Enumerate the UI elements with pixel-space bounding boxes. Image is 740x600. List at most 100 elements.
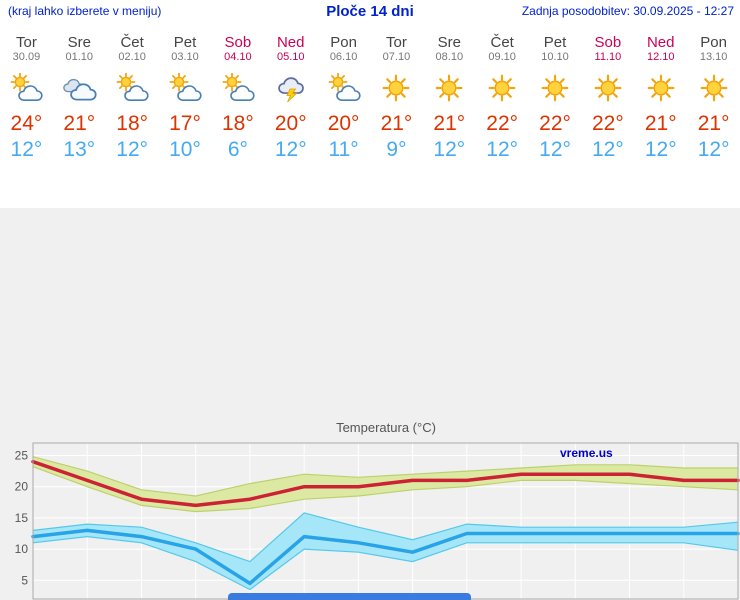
day-date: 08.10	[435, 51, 464, 63]
temp-max: 20°	[274, 112, 307, 135]
day-name: Ned	[646, 34, 675, 51]
temp-min: 6°	[227, 138, 248, 161]
day-date: 01.10	[65, 51, 94, 63]
bottom-banner[interactable]	[228, 593, 471, 600]
weather-icon-sunny	[529, 72, 582, 104]
weather-icon-sunny	[423, 72, 476, 104]
svg-text:5: 5	[21, 573, 28, 587]
day-column: Pet 03.10 17° 10°	[159, 34, 212, 162]
temp-min: 12°	[10, 138, 43, 161]
weather-icon-partly-cloudy	[106, 72, 159, 104]
temp-max: 20°	[327, 112, 360, 135]
day-date: 05.10	[276, 51, 305, 63]
temp-min: 12°	[697, 138, 730, 161]
day-column: Tor 30.09 24° 12°	[0, 34, 53, 162]
day-name: Sre	[67, 34, 91, 51]
day-name: Ned	[276, 34, 305, 51]
day-date: 30.09	[12, 51, 41, 63]
temp-min: 13°	[63, 138, 96, 161]
weather-icon-sunny	[634, 72, 687, 104]
day-date: 04.10	[224, 51, 252, 63]
page-title: Ploče 14 dni	[326, 3, 414, 20]
day-name: Pet	[543, 34, 567, 51]
day-date: 10.10	[541, 51, 569, 63]
temp-max: 21°	[433, 112, 466, 135]
weather-icon-sunny	[687, 72, 740, 104]
day-name: Čet	[490, 34, 514, 51]
day-column: Pon 06.10 20° 11°	[317, 34, 370, 162]
temp-max: 21°	[697, 112, 730, 135]
day-name: Tor	[386, 34, 407, 51]
temp-min: 12°	[116, 138, 149, 161]
day-column: Čet 09.10 22° 12°	[476, 34, 529, 162]
day-date: 02.10	[118, 51, 146, 63]
day-name: Sob	[594, 34, 622, 51]
svg-text:10: 10	[15, 542, 29, 556]
day-date: 07.10	[382, 51, 411, 63]
day-name: Sob	[224, 34, 252, 51]
temp-min: 12°	[644, 138, 677, 161]
tmin-line	[31, 528, 740, 586]
vreme-us-watermark[interactable]: vreme.us	[560, 446, 613, 460]
day-date: 06.10	[329, 51, 358, 63]
svg-text:15: 15	[15, 511, 29, 525]
weather-icon-partly-cloudy	[317, 72, 370, 104]
temp-min: 12°	[486, 138, 519, 161]
weather-icon-sunny	[476, 72, 529, 104]
temp-max: 17°	[169, 112, 201, 135]
temp-min: 12°	[433, 138, 466, 161]
weather-icon-thunderstorm	[264, 72, 317, 104]
day-name: Pon	[330, 34, 357, 51]
temp-min: 12°	[592, 138, 624, 161]
temp-max: 18°	[221, 112, 254, 135]
weather-icon-partly-cloudy	[159, 72, 212, 104]
temp-min: 12°	[274, 138, 307, 161]
weather-icon-sunny	[370, 72, 423, 104]
weather-icon-partly-cloudy	[211, 72, 264, 104]
temp-max: 18°	[116, 112, 149, 135]
svg-text:25: 25	[15, 449, 29, 463]
temp-min: 9°	[386, 138, 407, 161]
temp-min: 11°	[328, 138, 359, 161]
temperature-chart: Temperatura (°C) 5 10 15 20 25 vreme.us	[0, 418, 740, 600]
last-updated: Zadnja posodobitev: 30.09.2025 - 12:27	[521, 4, 734, 18]
temp-max: 22°	[539, 112, 571, 135]
day-column: Ned 05.10 20° 12°	[264, 34, 317, 162]
temp-chart-title: Temperatura (°C)	[336, 420, 436, 435]
location-menu-note: (kraj lahko izberete v meniju)	[8, 4, 162, 18]
weather-icon-partly-cloudy	[0, 72, 53, 104]
forecast-strip: Tor 30.09 24° 12° Sre 01.10 21° 13° Čet 02.10 18° 1…	[0, 24, 740, 162]
day-name: Pon	[700, 34, 727, 51]
temp-max: 24°	[10, 112, 43, 135]
day-name: Sre	[437, 34, 461, 51]
temp-max: 22°	[592, 112, 624, 135]
day-date: 12.10	[646, 51, 675, 63]
temp-max: 21°	[380, 112, 413, 135]
temp-max: 22°	[486, 112, 519, 135]
day-column: Tor 07.10 21° 9°	[370, 34, 423, 162]
temp-max: 21°	[63, 112, 96, 135]
weather-icon-sunny	[581, 72, 634, 104]
day-name: Tor	[16, 34, 37, 51]
tmax-line	[31, 459, 740, 508]
temperature-chart-svg: Temperatura (°C) 5 10 15 20 25 vreme.us	[0, 418, 740, 600]
day-date: 13.10	[699, 51, 728, 63]
temp-min: 10°	[169, 138, 201, 161]
day-date: 09.10	[488, 51, 516, 63]
day-column: Sob 04.10 18° 6°	[211, 34, 264, 162]
day-name: Čet	[120, 34, 144, 51]
day-date: 03.10	[171, 51, 199, 63]
day-column: Sre 08.10 21° 12°	[423, 34, 476, 162]
day-name: Pet	[173, 34, 197, 51]
day-column: Pon 13.10 21° 12°	[687, 34, 740, 162]
day-column: Pet 10.10 22° 12°	[529, 34, 582, 162]
temp-min: 12°	[539, 138, 571, 161]
weather-icon-cloudy	[53, 72, 106, 104]
day-column: Ned 12.10 21° 12°	[634, 34, 687, 162]
day-column: Sob 11.10 22° 12°	[581, 34, 634, 162]
temp-max: 21°	[644, 112, 677, 135]
day-column: Čet 02.10 18° 12°	[106, 34, 159, 162]
day-column: Sre 01.10 21° 13°	[53, 34, 106, 162]
